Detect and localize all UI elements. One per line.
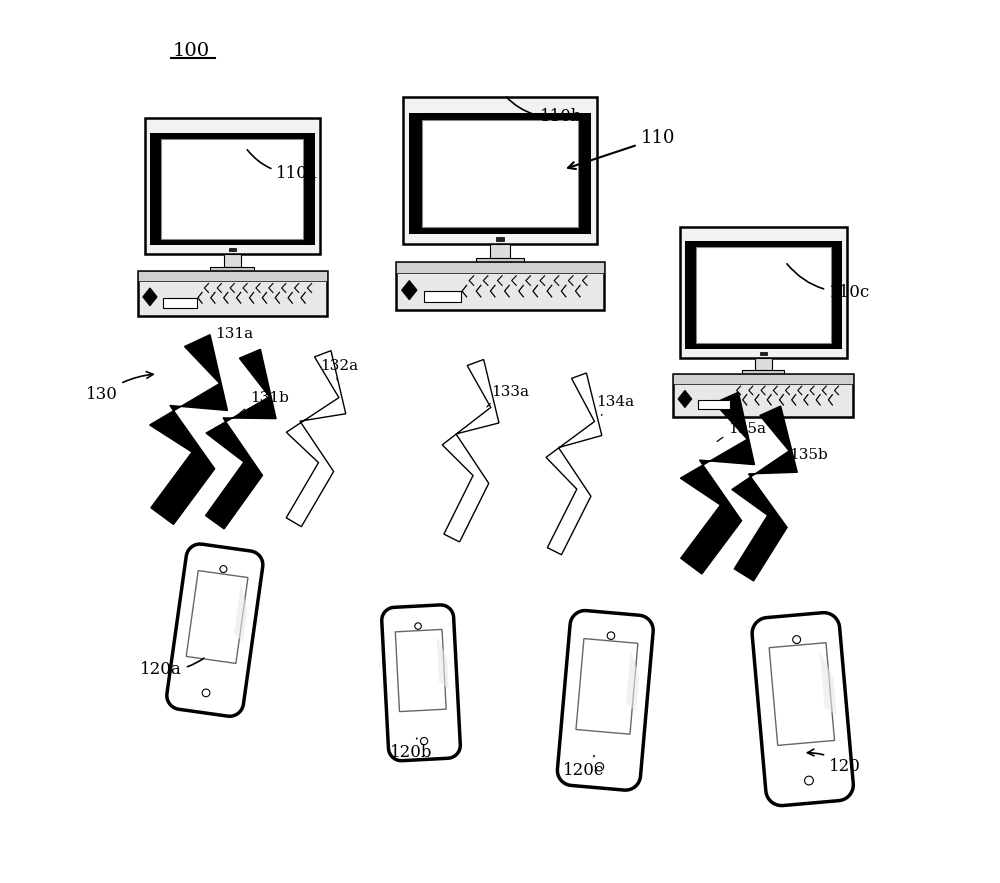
Polygon shape [442, 359, 499, 542]
Bar [673, 374, 853, 417]
Text: 130: 130 [86, 372, 153, 404]
Polygon shape [626, 650, 639, 712]
Circle shape [202, 689, 210, 697]
Text: 120: 120 [807, 749, 861, 774]
Polygon shape [546, 373, 602, 555]
Text: 134a: 134a [597, 396, 635, 415]
Bar [755, 358, 772, 370]
Bar [680, 227, 847, 358]
Circle shape [595, 763, 604, 771]
Text: 110b: 110b [506, 97, 582, 125]
Bar [760, 351, 767, 355]
Text: 131b: 131b [237, 391, 289, 416]
Polygon shape [206, 350, 276, 529]
Polygon shape [678, 390, 692, 408]
Polygon shape [167, 544, 263, 716]
Polygon shape [557, 611, 653, 790]
Bar [163, 298, 197, 307]
Circle shape [415, 623, 421, 630]
Polygon shape [234, 584, 247, 643]
Circle shape [793, 636, 801, 644]
Text: 133a: 133a [487, 385, 529, 407]
Bar [696, 247, 831, 343]
Polygon shape [576, 638, 638, 734]
Polygon shape [437, 636, 449, 689]
Polygon shape [143, 288, 157, 306]
Bar [150, 132, 315, 245]
Bar [698, 400, 730, 409]
Text: 110c: 110c [787, 264, 870, 301]
Text: 100: 100 [173, 42, 210, 60]
Text: 132a: 132a [320, 358, 358, 380]
Bar [229, 247, 236, 251]
Bar [138, 271, 327, 315]
Polygon shape [680, 392, 754, 574]
Bar [685, 241, 842, 349]
Polygon shape [150, 335, 227, 525]
Bar [673, 374, 853, 383]
Bar [396, 262, 604, 310]
Bar [145, 117, 320, 254]
Text: 110a: 110a [247, 150, 318, 182]
Circle shape [805, 776, 813, 785]
Bar [424, 291, 461, 302]
Bar [742, 370, 784, 374]
Polygon shape [732, 406, 797, 581]
Text: 135a: 135a [717, 422, 766, 442]
Text: 120b: 120b [390, 738, 433, 761]
Bar [490, 245, 510, 258]
Polygon shape [186, 570, 248, 663]
Text: 131a: 131a [193, 327, 253, 349]
Bar [396, 262, 604, 273]
Polygon shape [769, 643, 835, 745]
Polygon shape [402, 281, 417, 299]
Bar [210, 267, 254, 271]
Polygon shape [752, 613, 853, 805]
Text: 120c: 120c [563, 756, 604, 779]
Bar [476, 258, 524, 262]
Bar [138, 271, 327, 281]
Bar [161, 139, 303, 238]
Bar [496, 237, 504, 241]
Polygon shape [820, 651, 837, 715]
Circle shape [607, 632, 615, 639]
Polygon shape [395, 630, 446, 712]
Bar [422, 120, 578, 228]
Polygon shape [382, 605, 460, 760]
Circle shape [420, 737, 428, 744]
Polygon shape [286, 351, 346, 526]
Text: 120a: 120a [140, 658, 204, 678]
Bar [224, 254, 241, 267]
Bar [409, 113, 591, 234]
Text: 135b: 135b [776, 448, 828, 469]
Text: 110: 110 [568, 129, 675, 169]
Circle shape [220, 566, 227, 572]
Bar [403, 97, 597, 245]
